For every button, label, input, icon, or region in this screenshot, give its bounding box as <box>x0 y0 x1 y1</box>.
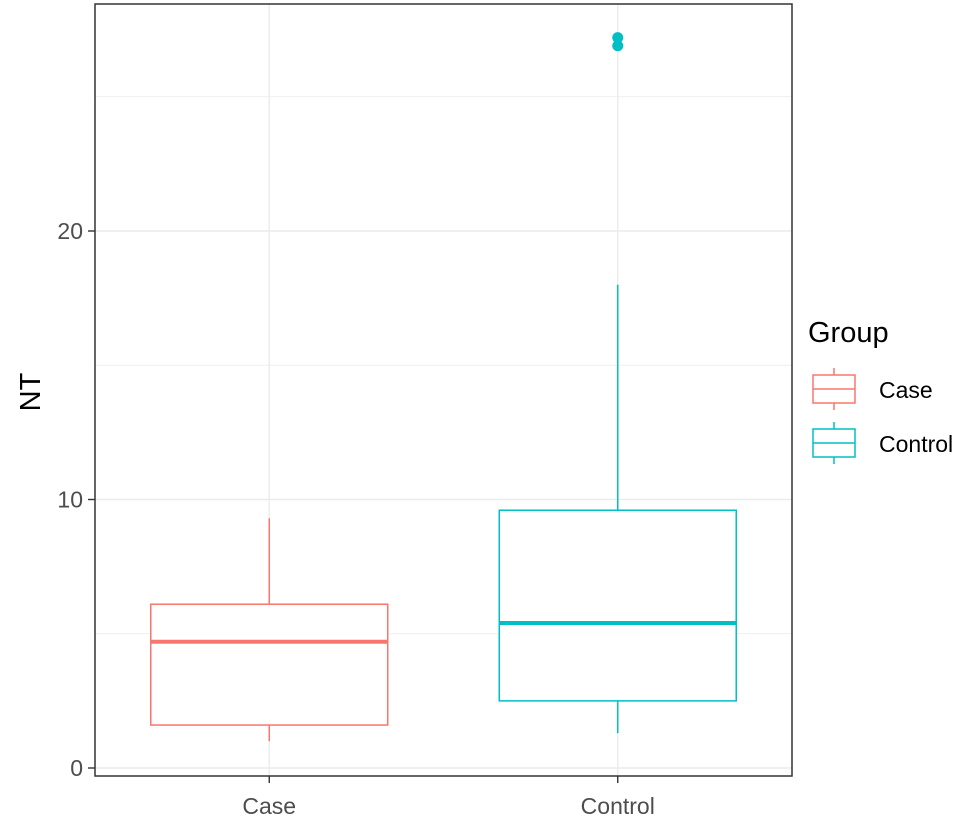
legend-item-case: Case <box>812 368 933 410</box>
y-tick-label: 20 <box>57 218 83 244</box>
legend-title: Group <box>808 317 889 349</box>
x-tick-label: Case <box>242 793 296 819</box>
box-control <box>498 32 737 734</box>
box-case <box>150 518 389 742</box>
y-axis-title: NT <box>15 372 47 411</box>
legend-label: Control <box>879 431 953 457</box>
y-tick-label: 0 <box>70 755 83 781</box>
x-tick-label: Control <box>581 793 655 819</box>
box-plots <box>150 32 737 742</box>
y-tick-label: 10 <box>57 487 83 513</box>
iqr-box <box>498 509 737 702</box>
panel-border <box>94 3 793 777</box>
legend-item-control: Control <box>812 422 953 464</box>
axes: 0 10 20 Case Control <box>57 218 654 819</box>
legend-label: Case <box>879 377 933 403</box>
legend: Group Case Control <box>808 317 953 464</box>
iqr-box <box>150 603 389 726</box>
outlier-point <box>612 40 624 52</box>
outlier-point <box>612 32 624 44</box>
